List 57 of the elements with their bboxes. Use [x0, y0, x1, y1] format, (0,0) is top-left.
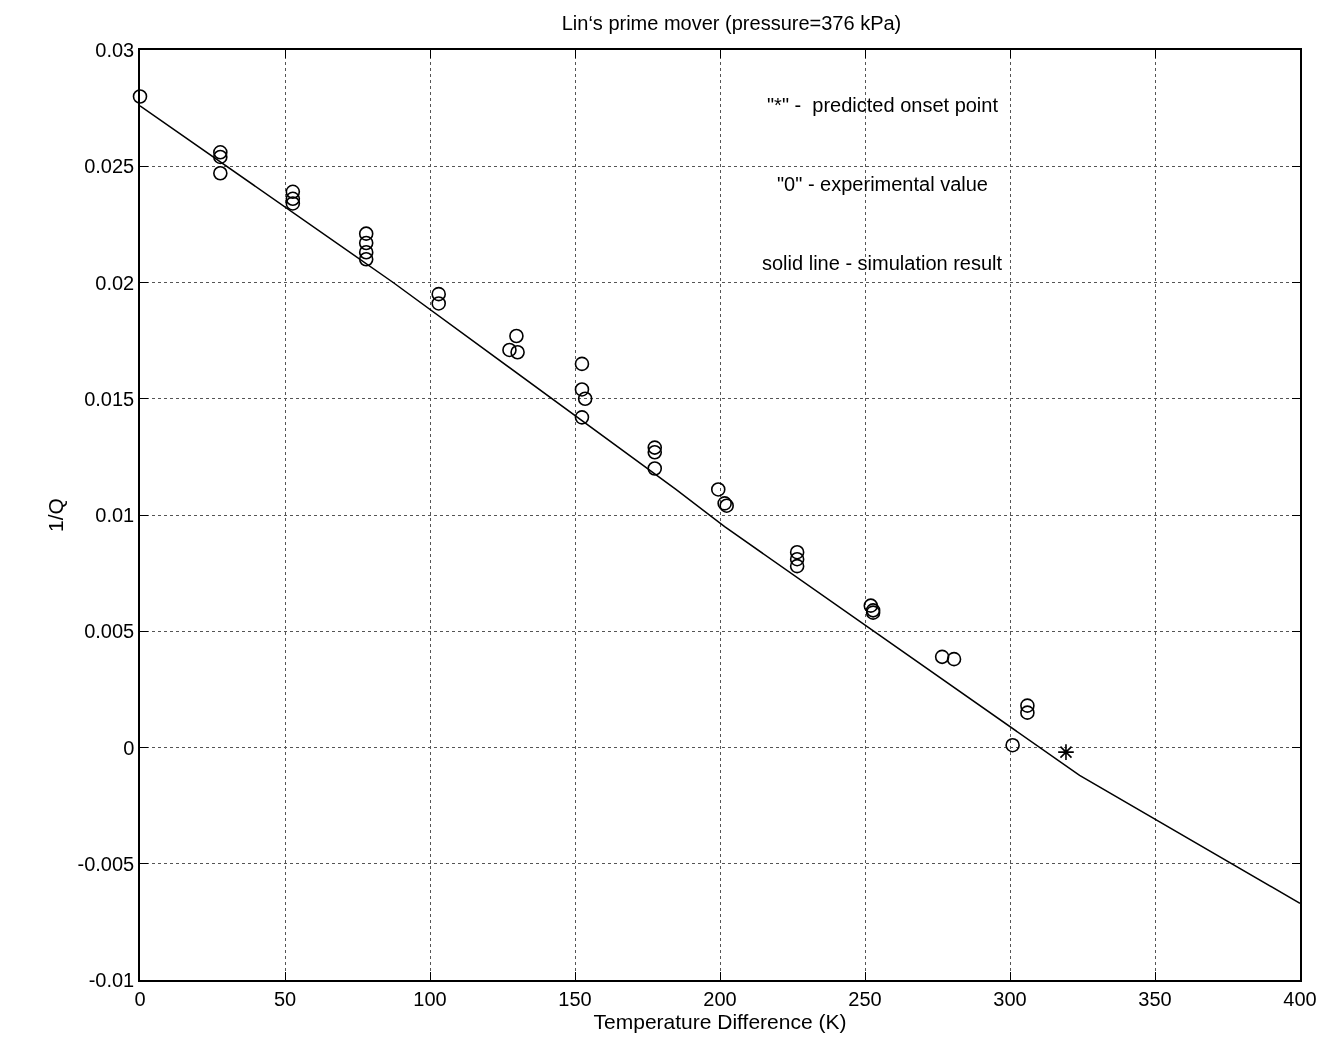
point [431, 296, 446, 311]
y-tick-label: 0.02 [95, 271, 135, 294]
point [647, 440, 663, 455]
point [213, 145, 228, 160]
x-tick-label: 250 [848, 987, 882, 1010]
y-tick-label: -0.005 [77, 852, 135, 875]
point [577, 391, 593, 407]
point [213, 165, 228, 181]
point [502, 342, 517, 358]
x-tick-label: 200 [703, 987, 737, 1010]
point [934, 649, 950, 665]
x-tick-label: 400 [1283, 987, 1317, 1010]
x-tick-label: 300 [993, 987, 1027, 1010]
x-tick-label: 350 [1138, 987, 1172, 1010]
annotation: "0" - experimental value [777, 173, 988, 195]
point [789, 544, 805, 560]
y-tick-label: 0.005 [84, 620, 135, 643]
point [789, 551, 805, 567]
point [789, 558, 805, 574]
point [213, 149, 228, 165]
y-axis-title: 1/Q [44, 498, 68, 532]
point [510, 344, 525, 360]
point [710, 482, 726, 497]
x-tick-label: 100 [413, 987, 447, 1010]
point [285, 191, 301, 207]
point [431, 286, 446, 302]
point [1020, 698, 1035, 713]
point [647, 444, 663, 460]
y-tick-label: -0.01 [88, 969, 135, 991]
point [1005, 737, 1020, 753]
point [285, 196, 301, 211]
x-tick-label: 50 [273, 987, 297, 1010]
point [863, 598, 879, 613]
annotation: "*" - predicted onset point [767, 94, 999, 116]
chart-title: Lin‘s prime mover (pressure=376 kPa) [561, 11, 902, 34]
annotation: solid line - simulation result [762, 252, 1003, 274]
point [647, 461, 663, 476]
x-axis-title: Temperature Difference (K) [593, 1009, 847, 1033]
point [358, 251, 374, 267]
point [132, 89, 148, 104]
point [358, 235, 374, 251]
point [574, 356, 590, 372]
point [574, 410, 590, 425]
point [358, 244, 374, 260]
point [285, 184, 301, 200]
y-tick-label: 0.03 [95, 39, 135, 61]
point [1057, 743, 1075, 761]
point [509, 328, 524, 344]
y-tick-label: 0 [123, 736, 135, 759]
point [574, 382, 590, 397]
y-tick-label: 0.025 [84, 155, 135, 178]
y-tick-label: 0.015 [84, 387, 135, 410]
point [946, 651, 962, 667]
point [358, 226, 374, 241]
y-tick-label: 0.01 [95, 504, 135, 526]
x-tick-label: 150 [558, 987, 592, 1010]
point [1020, 705, 1035, 720]
